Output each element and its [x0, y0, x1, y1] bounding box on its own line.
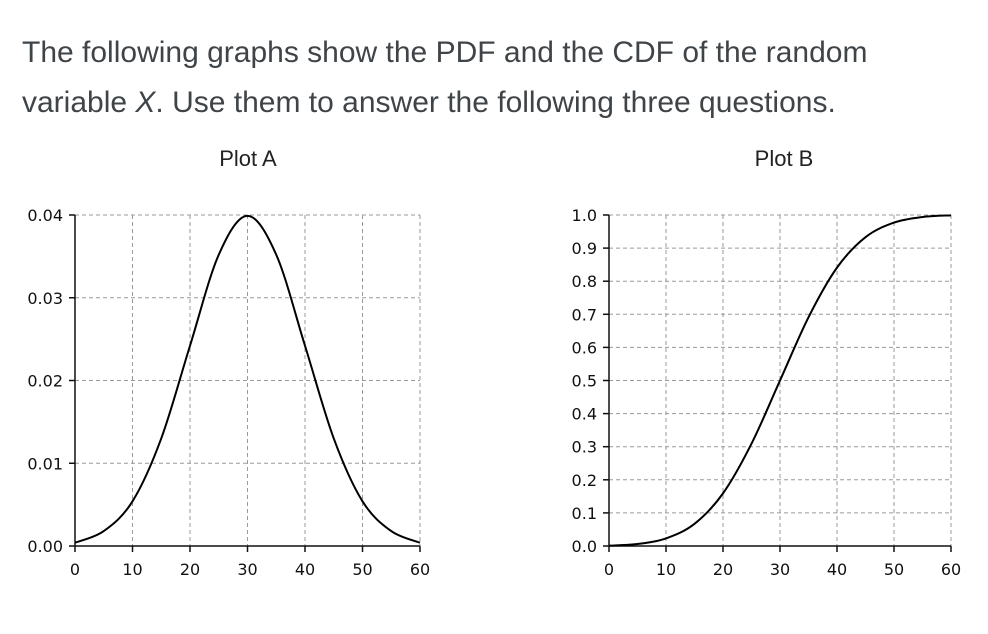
plot-a-series-line [74, 214, 421, 544]
plot-b-ytick-label: 0.5 [572, 372, 597, 391]
question-intro: The following graphs show the PDF and th… [22, 28, 962, 128]
intro-line-2: variable X. Use them to answer the follo… [22, 78, 962, 128]
plot-b-xtick-label: 10 [656, 560, 676, 579]
plot-a-title: Plot A [219, 146, 277, 171]
plot-b-ytick-label: 0.0 [572, 537, 597, 556]
plot-a-ytick-label: 0.03 [27, 289, 63, 308]
intro-line-1: The following graphs show the PDF and th… [22, 36, 868, 69]
plot-a-ytick-label: 0.00 [27, 537, 63, 556]
plot-a-xtick-label: 60 [410, 560, 430, 579]
plot-b-xtick-label: 20 [713, 560, 733, 579]
plot-b-ytick-label: 1.0 [572, 206, 597, 225]
plot-b-ytick-label: 0.3 [572, 438, 597, 457]
plot-a-xtick-label: 20 [180, 560, 200, 579]
plot-a-ytick-label: 0.04 [27, 206, 63, 225]
intro-line-2-suffix: . Use them to answer the following three… [155, 86, 836, 119]
plot-a-xtick-label: 30 [237, 560, 257, 579]
plot-a-xtick-label: 50 [352, 560, 372, 579]
plot-b-ytick-label: 0.7 [572, 305, 597, 324]
intro-line-2-prefix: variable [22, 86, 136, 119]
plot-a-ytick-label: 0.01 [27, 454, 63, 473]
plot-b-xtick-label: 0 [604, 560, 614, 579]
plot-a-xtick-label: 10 [122, 560, 142, 579]
plot-b-xtick-label: 50 [884, 560, 904, 579]
plot-a-ytick-label: 0.02 [27, 372, 63, 391]
plot-b-xtick-label: 40 [827, 560, 847, 579]
plot-b-xtick-label: 60 [941, 560, 961, 579]
plot-b-ytick-label: 0.4 [572, 405, 597, 424]
plot-b-title: Plot B [754, 146, 814, 171]
plot-b-ytick-label: 0.2 [572, 471, 597, 490]
plot-a-xtick-label: 0 [70, 560, 80, 579]
plot-b-ytick-label: 0.8 [572, 272, 597, 291]
plot-b-ytick-label: 0.1 [572, 504, 597, 523]
plot-b-ytick-label: 0.9 [572, 239, 597, 258]
plot-b-ytick-label: 0.6 [572, 338, 597, 357]
variable-x: X [135, 86, 156, 119]
plot-b-xtick-label: 30 [770, 560, 790, 579]
plot-a-xtick-label: 40 [295, 560, 315, 579]
plot-b-series-line [608, 214, 952, 547]
